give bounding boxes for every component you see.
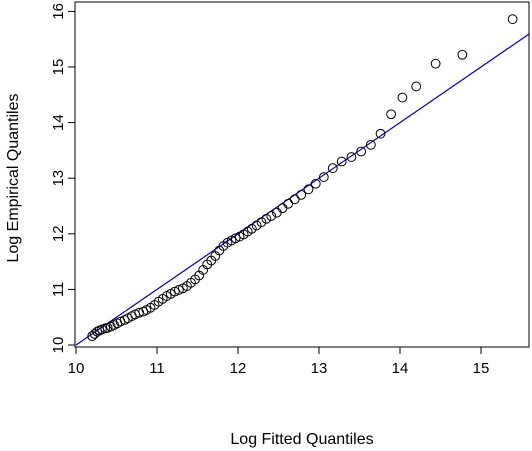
x-tick-label: 15: [473, 360, 490, 377]
data-point: [386, 109, 396, 120]
data-point: [89, 328, 100, 339]
plot-area: [74, 1, 530, 348]
x-tick-label: 12: [230, 360, 247, 377]
data-point: [296, 189, 307, 200]
x-axis-title: Log Fitted Quantiles: [230, 431, 373, 448]
reference-line: [75, 33, 530, 346]
x-tick-label: 11: [149, 360, 165, 377]
data-point: [310, 178, 321, 189]
x-tick-label: 14: [392, 360, 409, 377]
data-point: [246, 223, 257, 234]
y-tick-label: 12: [50, 225, 67, 242]
data-point: [397, 92, 408, 103]
data-point: [283, 198, 294, 209]
data-point: [277, 203, 288, 214]
data-point: [430, 58, 441, 69]
data-point: [266, 211, 277, 221]
y-tick-label: 13: [50, 170, 67, 187]
data-point: [256, 217, 267, 228]
x-axis: 10 11 12 13 14 15: [68, 347, 490, 377]
data-point: [336, 156, 347, 167]
reference-line-group: [75, 33, 530, 346]
data-point: [261, 213, 272, 224]
data-point: [318, 172, 329, 182]
data-point: [92, 326, 102, 337]
y-tick-label: 15: [50, 59, 67, 76]
data-point: [303, 184, 314, 195]
plot-frame: [74, 1, 530, 348]
data-point: [365, 139, 376, 150]
data-points: [87, 14, 518, 342]
y-tick-label: 11: [50, 282, 67, 298]
data-point: [134, 307, 145, 318]
data-point: [356, 146, 367, 157]
data-point: [327, 163, 338, 174]
data-point: [457, 49, 468, 60]
data-point: [375, 128, 386, 139]
x-tick-label: 13: [311, 360, 328, 377]
y-axis: 10 11 12 13 14 15 16: [50, 3, 75, 353]
y-tick-label: 10: [50, 337, 67, 354]
x-tick-label: 10: [68, 360, 85, 377]
y-tick-label: 16: [50, 3, 67, 20]
data-point: [411, 81, 422, 92]
data-point: [289, 194, 300, 205]
y-axis-title: Log Empirical Quantiles: [5, 94, 22, 263]
y-tick-label: 14: [50, 114, 67, 131]
data-point: [251, 220, 262, 231]
data-point: [346, 152, 357, 162]
data-point: [507, 14, 518, 25]
